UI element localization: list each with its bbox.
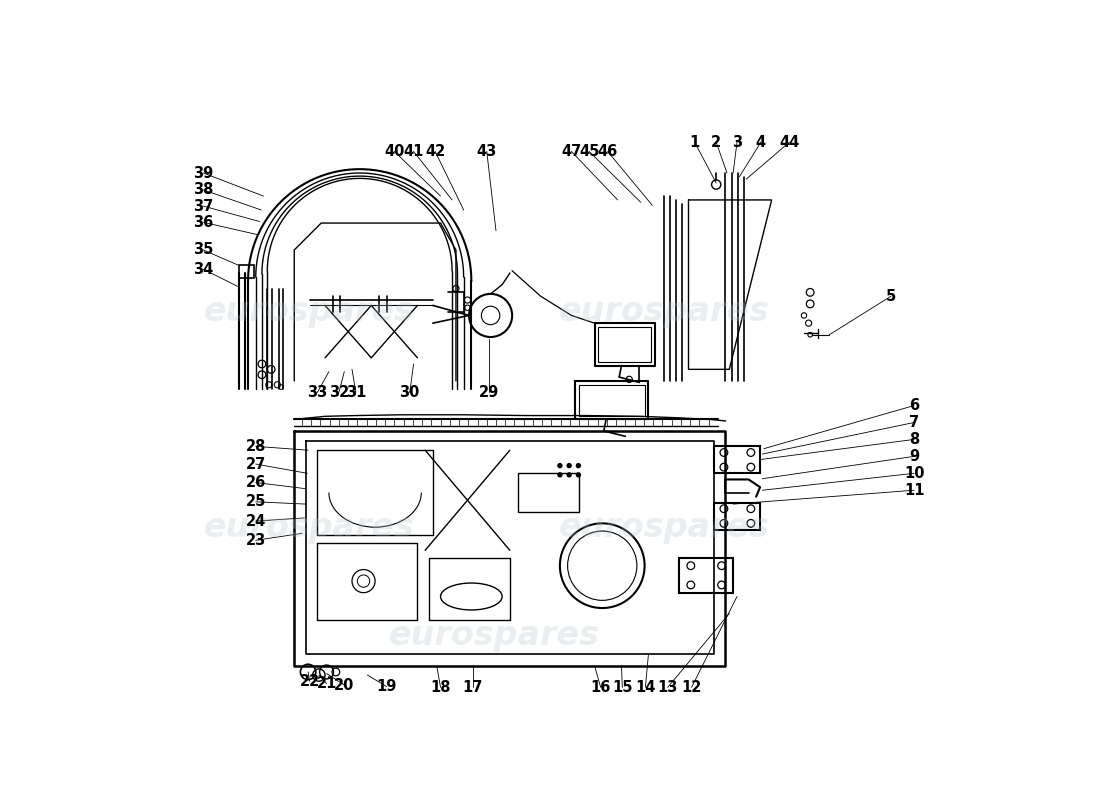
- Text: 6: 6: [909, 398, 920, 413]
- Text: 37: 37: [194, 198, 213, 214]
- Bar: [517, 474, 579, 512]
- Text: 45: 45: [579, 144, 600, 159]
- Text: 11: 11: [904, 482, 924, 498]
- Bar: [239, 266, 254, 278]
- Circle shape: [566, 472, 572, 478]
- Text: 9: 9: [909, 449, 920, 464]
- Text: 24: 24: [245, 514, 266, 529]
- Text: 42: 42: [425, 144, 446, 159]
- Circle shape: [566, 463, 572, 468]
- Text: 28: 28: [245, 439, 266, 454]
- Text: 35: 35: [194, 242, 213, 258]
- Text: eurospares: eurospares: [559, 510, 769, 544]
- Circle shape: [575, 472, 581, 478]
- Text: 27: 27: [245, 457, 266, 471]
- Text: 32: 32: [329, 385, 349, 400]
- Text: 4: 4: [756, 134, 766, 150]
- Text: 33: 33: [307, 385, 328, 400]
- Text: 46: 46: [597, 144, 618, 159]
- Text: 1: 1: [690, 134, 700, 150]
- Text: eurospares: eurospares: [205, 510, 415, 544]
- Text: 2: 2: [711, 134, 722, 150]
- Text: 13: 13: [658, 680, 678, 695]
- Text: 25: 25: [245, 494, 266, 510]
- Text: 15: 15: [612, 680, 632, 695]
- Text: 41: 41: [404, 144, 424, 159]
- Text: 19: 19: [376, 679, 397, 694]
- Text: 5: 5: [886, 289, 896, 304]
- Text: 31: 31: [345, 385, 366, 400]
- Text: 43: 43: [476, 144, 497, 159]
- Text: 7: 7: [909, 415, 920, 430]
- Text: 30: 30: [399, 385, 420, 400]
- Bar: [598, 327, 651, 362]
- Text: 39: 39: [194, 166, 213, 181]
- Text: 22: 22: [299, 674, 320, 689]
- Text: 44: 44: [779, 134, 800, 150]
- Text: eurospares: eurospares: [559, 295, 769, 328]
- Circle shape: [558, 472, 562, 478]
- Text: 29: 29: [478, 385, 499, 400]
- Bar: [714, 502, 760, 530]
- Text: 20: 20: [334, 678, 354, 693]
- Text: 34: 34: [194, 262, 213, 277]
- Text: 40: 40: [384, 144, 405, 159]
- Bar: [714, 446, 760, 474]
- Text: 36: 36: [194, 214, 213, 230]
- Text: 8: 8: [909, 432, 920, 447]
- Text: 3: 3: [732, 134, 742, 150]
- Text: eurospares: eurospares: [205, 295, 415, 328]
- Text: 26: 26: [245, 475, 266, 490]
- Circle shape: [558, 463, 562, 468]
- Text: eurospares: eurospares: [389, 618, 600, 651]
- Text: 47: 47: [561, 144, 582, 159]
- Text: 17: 17: [463, 680, 483, 695]
- Bar: [680, 558, 733, 593]
- Text: 12: 12: [681, 680, 702, 695]
- Text: 21: 21: [317, 676, 337, 691]
- Circle shape: [575, 463, 581, 468]
- Text: 38: 38: [194, 182, 213, 198]
- Text: 18: 18: [430, 680, 451, 695]
- Text: 23: 23: [245, 533, 266, 548]
- Text: 16: 16: [591, 680, 611, 695]
- Bar: [580, 385, 645, 415]
- Text: 10: 10: [904, 466, 924, 481]
- Text: 14: 14: [635, 680, 656, 695]
